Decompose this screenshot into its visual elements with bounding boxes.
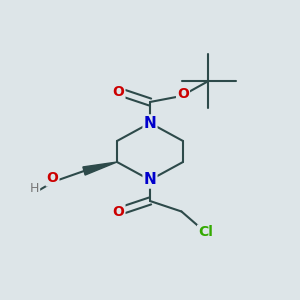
Text: O: O [112,85,124,98]
Text: O: O [177,87,189,100]
Text: N: N [144,116,156,130]
Text: O: O [46,172,58,185]
Text: N: N [144,172,156,188]
Text: H: H [30,182,39,196]
Text: Cl: Cl [198,226,213,239]
Polygon shape [83,162,117,175]
Text: O: O [112,205,124,218]
